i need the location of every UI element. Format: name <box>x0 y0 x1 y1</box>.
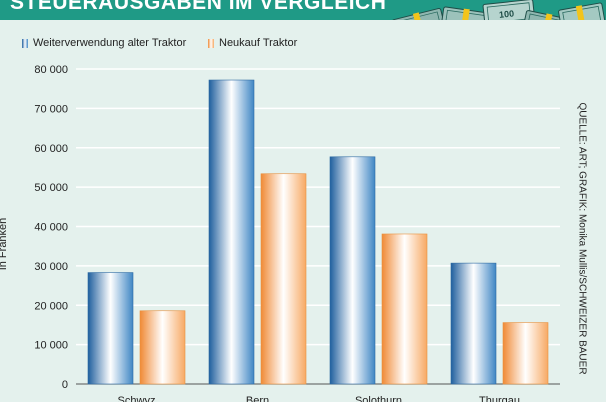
bar-thurgau-series-0 <box>450 262 497 385</box>
legend-item-weiterverwendung: Weiterverwendung alter Traktor <box>22 37 186 49</box>
y-tick-label: 0 <box>62 379 68 391</box>
y-tick-label: 40 000 <box>34 222 68 234</box>
legend-label-weiterverwendung: Weiterverwendung alter Traktor <box>33 37 187 49</box>
legend-label-neukauf: Neukauf Traktor <box>219 37 298 49</box>
x-tick-label: Schwyz <box>118 395 156 402</box>
y-tick-label: 60 000 <box>34 143 68 155</box>
y-tick-label: 30 000 <box>34 261 68 273</box>
y-tick-label: 70 000 <box>34 103 68 115</box>
y-tick-label: 10 000 <box>34 340 68 352</box>
source-credit: QUELLE: ART; GRAFIK: Monika Mullis/SCHWE… <box>576 102 588 375</box>
y-tick-label: 50 000 <box>34 182 68 194</box>
legend-item-neukauf: Neukauf Traktor <box>208 37 297 49</box>
x-tick-label: Solothurn <box>355 395 402 402</box>
chart-title: STEUERAUSGABEN IM VERGLEICH <box>10 0 387 14</box>
bar-schwyz-series-0 <box>87 272 134 385</box>
bar-bern-series-0 <box>208 79 255 385</box>
y-tick-label: 80 000 <box>34 64 68 76</box>
bar-schwyz-series-1 <box>139 310 186 385</box>
x-tick-label: Bern <box>246 395 269 402</box>
banknote-label: 100 <box>499 8 515 20</box>
bar-solothurn-series-0 <box>329 156 376 385</box>
bar-solothurn-series-1 <box>381 233 428 385</box>
legend-swatch-blue <box>22 38 28 48</box>
x-tick-label: Thurgau <box>479 395 520 402</box>
y-axis-label: In Franken <box>0 217 9 271</box>
bar-thurgau-series-1 <box>502 322 549 385</box>
y-tick-label: 20 000 <box>34 300 68 312</box>
legend-swatch-orange <box>208 38 214 48</box>
bar-bern-series-1 <box>260 173 307 385</box>
